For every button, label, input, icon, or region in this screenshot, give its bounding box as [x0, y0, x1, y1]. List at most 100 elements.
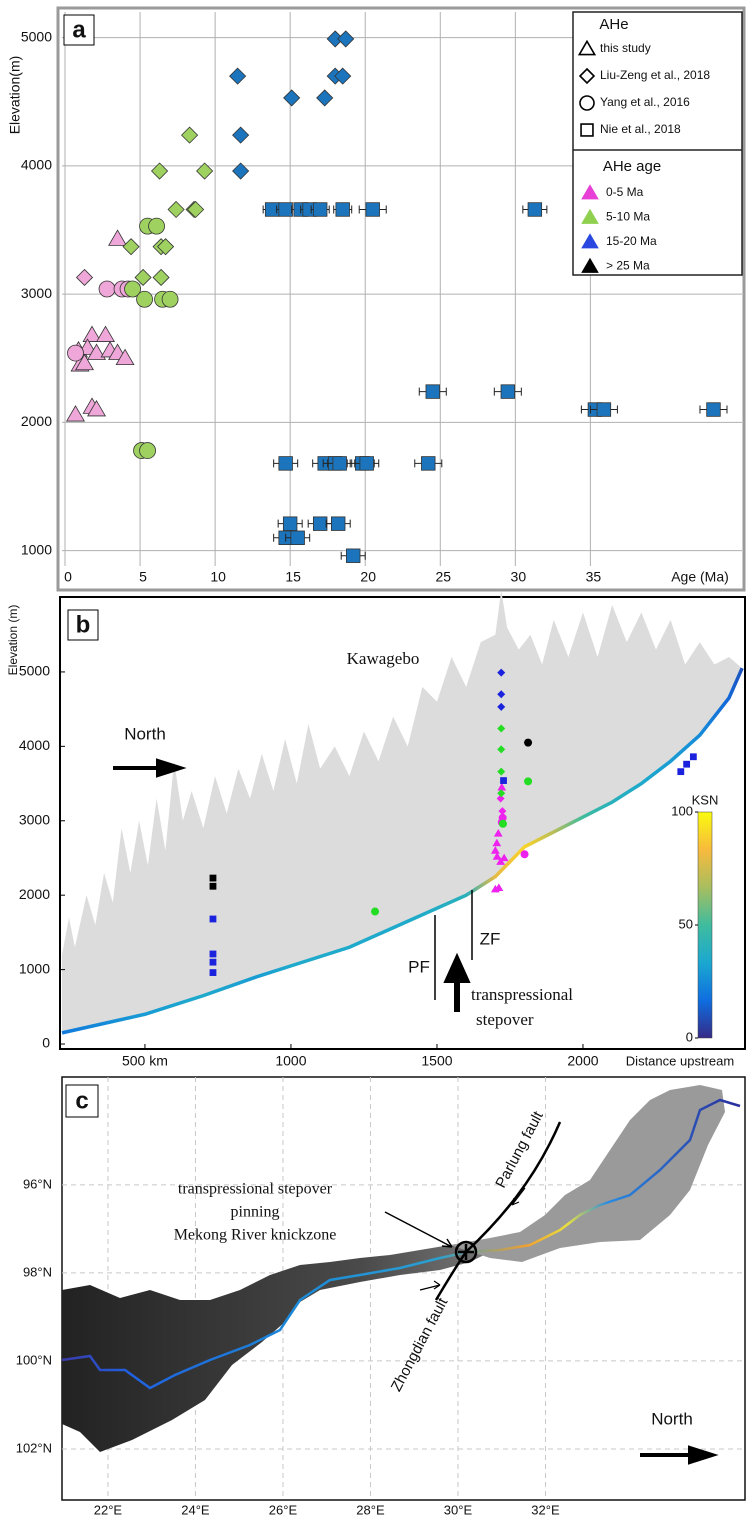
data-point	[499, 820, 507, 828]
data-point	[528, 203, 542, 217]
data-point	[283, 517, 297, 531]
y-tick-label: 4000	[21, 157, 52, 173]
y-tick-label: 3000	[21, 285, 52, 301]
y-tick-label: 96°N	[23, 1176, 52, 1191]
data-point	[140, 443, 156, 459]
data-point	[331, 517, 345, 531]
y-tick-label: 3000	[19, 811, 50, 827]
legend-label: this study	[600, 41, 651, 55]
y-tick-label: 5000	[19, 663, 50, 679]
data-point	[149, 218, 165, 234]
data-point	[683, 761, 690, 768]
data-point	[501, 385, 515, 399]
x-tick-label: 28°E	[356, 1502, 385, 1517]
y-tick-label: 2000	[21, 413, 52, 429]
x-tick-label: 10	[210, 569, 226, 585]
colorbar-label: KSN	[692, 792, 719, 807]
legend-title: AHe age	[603, 158, 661, 175]
data-point	[313, 203, 327, 217]
data-point	[677, 768, 684, 775]
x-tick-label: 20	[360, 569, 376, 585]
y-tick-label: 0	[42, 1035, 50, 1051]
data-point	[366, 203, 380, 217]
data-point	[279, 457, 293, 471]
panel-label: c	[75, 1087, 88, 1114]
x-tick-label: 24°E	[181, 1502, 210, 1517]
y-axis-label: Elevation(m)	[7, 56, 23, 135]
y-tick-label: 1000	[21, 541, 52, 557]
data-point	[524, 777, 532, 785]
data-point	[336, 203, 350, 217]
data-point	[137, 291, 153, 307]
data-point	[99, 281, 115, 297]
data-point	[707, 403, 721, 417]
x-tick-label: 30	[511, 569, 527, 585]
x-tick-label: 25	[435, 569, 451, 585]
panel-label: a	[72, 16, 86, 43]
data-point	[426, 385, 440, 399]
y-tick-label: 1000	[19, 960, 50, 976]
data-point	[524, 739, 532, 747]
legend-label: 15-20 Ma	[606, 234, 657, 248]
colorbar	[698, 812, 712, 1038]
y-tick-label: 5000	[21, 28, 52, 44]
x-tick-label: 35	[586, 569, 602, 585]
data-point	[313, 517, 327, 531]
x-tick-label: 22°E	[94, 1502, 123, 1517]
data-point	[279, 203, 293, 217]
legend-label: Liu-Zeng et al., 2018	[600, 68, 710, 82]
data-point	[421, 457, 435, 471]
data-point	[210, 883, 217, 890]
colorbar-tick-label: 100	[671, 803, 693, 818]
legend-label: > 25 Ma	[606, 259, 650, 273]
annotation: Mekong River knickzone	[174, 1227, 337, 1244]
figure: transpressional stepover pinning Mekong …	[0, 0, 750, 1519]
direction-label: North	[124, 724, 166, 743]
x-tick-label: 32°E	[531, 1502, 560, 1517]
legend-title: AHe	[599, 16, 628, 33]
page: transpressional stepover pinning Mekong …	[0, 0, 750, 1519]
annotation: transpressional stepover	[178, 1181, 333, 1198]
stepover-label: transpressional	[471, 985, 573, 1004]
data-point	[210, 951, 217, 958]
data-point	[690, 753, 697, 760]
data-point	[346, 549, 360, 563]
legend-label: 0-5 Ma	[606, 185, 644, 199]
x-tick-label: 2000	[567, 1053, 598, 1069]
y-tick-label: 102°N	[16, 1440, 52, 1455]
annotation: pinning	[231, 1204, 280, 1221]
y-tick-label: 2000	[19, 886, 50, 902]
x-tick-label: 500 km	[122, 1053, 168, 1069]
data-point	[521, 850, 529, 858]
data-point	[210, 916, 217, 923]
y-axis-label: Elevation (m)	[6, 605, 20, 676]
y-tick-label: 98°N	[23, 1264, 52, 1279]
x-axis-label: Age (Ma)	[671, 569, 729, 585]
data-point	[68, 345, 84, 361]
stepover-label: stepover	[476, 1010, 534, 1029]
fault-label: PF	[408, 957, 430, 976]
legend-label: 5-10 Ma	[606, 210, 650, 224]
x-tick-label: 30°E	[444, 1502, 473, 1517]
legend-box	[573, 12, 742, 275]
data-point	[210, 959, 217, 966]
x-tick-label: 1000	[275, 1053, 306, 1069]
data-point	[597, 403, 611, 417]
x-tick-label: 5	[139, 569, 147, 585]
data-point	[291, 531, 305, 545]
data-point	[371, 908, 379, 916]
data-point	[210, 969, 217, 976]
y-tick-label: 100°N	[16, 1352, 52, 1367]
data-point	[162, 291, 178, 307]
legend-label: Nie et al., 2018	[600, 122, 681, 136]
x-tick-label: 1500	[421, 1053, 452, 1069]
x-tick-label: 26°E	[269, 1502, 298, 1517]
peak-label: Kawagebo	[347, 649, 420, 668]
direction-label: North	[651, 1409, 693, 1428]
fault-label: ZF	[480, 929, 501, 948]
legend-label: Yang et al., 2016	[600, 95, 690, 109]
data-point	[210, 875, 217, 882]
x-axis-label: Distance upstream	[626, 1053, 734, 1068]
data-point	[333, 457, 347, 471]
data-point	[360, 457, 374, 471]
